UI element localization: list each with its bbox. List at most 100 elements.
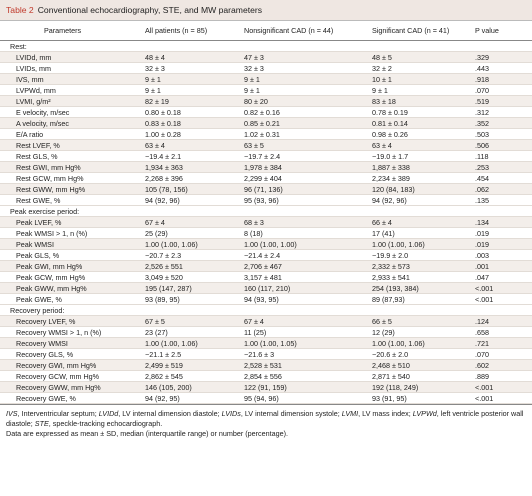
cell: Recovery LVEF, % xyxy=(16,316,76,326)
table-row: LVIDd, mm 48 ± 4 47 ± 3 48 ± 5 .329 xyxy=(0,52,532,63)
cell: .329 xyxy=(475,52,489,62)
cell: 17 (41) xyxy=(372,228,395,238)
cell: Recovery GWW, mm Hg% xyxy=(16,382,101,392)
cell: 3,157 ± 481 xyxy=(244,272,282,282)
cell: Rest GWE, % xyxy=(16,195,61,205)
cell: .918 xyxy=(475,74,489,84)
cell: .001 xyxy=(475,261,489,271)
cell: 32 ± 3 xyxy=(244,63,264,73)
cell: 63 ± 4 xyxy=(145,140,165,150)
cell: 67 ± 4 xyxy=(145,217,165,227)
abbr-term: IVS xyxy=(6,409,18,418)
cell: 63 ± 4 xyxy=(372,140,392,150)
table-row: Peak GWE, % 93 (89, 95) 94 (93, 95) 89 (87,… xyxy=(0,294,532,305)
cell: 94 (92, 96) xyxy=(372,195,407,205)
cell: <.001 xyxy=(475,283,494,293)
cell: 192 (118, 249) xyxy=(372,382,419,392)
table-row: LVIDs, mm 32 ± 3 32 ± 3 32 ± 2 .443 xyxy=(0,63,532,74)
cell: 94 (92, 95) xyxy=(145,393,180,403)
cell: .019 xyxy=(475,239,489,249)
cell: 2,332 ± 573 xyxy=(372,261,410,271)
cell: 0.85 ± 0.21 xyxy=(244,118,280,128)
cell: E/A ratio xyxy=(16,129,44,139)
cell: <.001 xyxy=(475,393,494,403)
cell: Peak GLS, % xyxy=(16,250,60,260)
cell: .352 xyxy=(475,118,489,128)
table-row: Recovery GCW, mm Hg% 2,862 ± 545 2,854 ± 5… xyxy=(0,371,532,382)
cell: .721 xyxy=(475,338,489,348)
table-row: Peak GLS, % −20.7 ± 2.3 −21.4 ± 2.4 −19.9 ±… xyxy=(0,250,532,261)
cell: .134 xyxy=(475,217,489,227)
cell: 47 ± 3 xyxy=(244,52,264,62)
cell: 0.98 ± 0.26 xyxy=(372,129,408,139)
footnotes: IVS, Interventricular septum; LVIDd, LV … xyxy=(0,404,532,439)
cell: 122 (91, 159) xyxy=(244,382,287,392)
table-row: Peak LVEF, % 67 ± 4 68 ± 3 66 ± 4 .134 xyxy=(0,217,532,228)
table-label: Table 2 xyxy=(6,5,34,15)
cell: .454 xyxy=(475,173,489,183)
cell: 32 ± 2 xyxy=(372,63,392,73)
table-header: Parameters All patients (n = 85) Nonsignif… xyxy=(0,21,532,41)
cell: LVIDs, mm xyxy=(16,63,52,73)
table-row: Peak GWW, mm Hg% 195 (147, 287) 160 (117, … xyxy=(0,283,532,294)
cell: 1.00 (1.00, 1.06) xyxy=(145,239,198,249)
cell: .070 xyxy=(475,85,489,95)
cell: −19.9 ± 2.0 xyxy=(372,250,409,260)
table-row: A velocity, m/sec 0.83 ± 0.18 0.85 ± 0.21 0… xyxy=(0,118,532,129)
cell: 93 (91, 95) xyxy=(372,393,407,403)
abbr-term: LVIDd xyxy=(98,409,119,418)
cell: Rest GWI, mm Hg% xyxy=(16,162,81,172)
column-header: Significant CAD (n = 41) xyxy=(372,26,450,35)
data-note: Data are expressed as mean ± SD, median … xyxy=(6,429,289,438)
cell: 94 (92, 96) xyxy=(145,195,180,205)
cell: −19.7 ± 2.4 xyxy=(244,151,281,161)
abbr-definition: , LV mass index; xyxy=(358,409,413,418)
cell: 9 ± 1 xyxy=(145,85,161,95)
cell: Rest LVEF, % xyxy=(16,140,60,150)
cell: 11 (25) xyxy=(244,327,267,337)
cell: 12 (29) xyxy=(372,327,395,337)
cell: Rest GLS, % xyxy=(16,151,58,161)
cell: 25 (29) xyxy=(145,228,168,238)
cell: −20.6 ± 2.0 xyxy=(372,349,409,359)
cell: 66 ± 5 xyxy=(372,316,392,326)
cell: .047 xyxy=(475,272,489,282)
cell: 8 (18) xyxy=(244,228,263,238)
abbr-definition: , speckle-tracking echocardiograph. xyxy=(48,419,163,428)
cell: 0.82 ± 0.16 xyxy=(244,107,280,117)
cell: 1.00 (1.00, 1.06) xyxy=(372,239,425,249)
column-header: P value xyxy=(475,26,499,35)
cell: 146 (105, 200) xyxy=(145,382,192,392)
cell: 2,706 ± 467 xyxy=(244,261,282,271)
cell: .443 xyxy=(475,63,489,73)
cell: 9 ± 1 xyxy=(372,85,388,95)
cell: 2,528 ± 531 xyxy=(244,360,282,370)
cell: Peak WMSI xyxy=(16,239,54,249)
cell: .506 xyxy=(475,140,489,150)
cell: .602 xyxy=(475,360,489,370)
abbr-definition: , LV internal dimension systole; xyxy=(240,409,342,418)
cell: .658 xyxy=(475,327,489,337)
cell: 1.00 (1.00, 1.00) xyxy=(244,239,297,249)
table-row: IVS, mm 9 ± 1 9 ± 1 10 ± 1 .918 xyxy=(0,74,532,85)
table-row: Peak WMSI 1.00 (1.00, 1.06) 1.00 (1.00, 1.… xyxy=(0,239,532,250)
cell: 95 (93, 96) xyxy=(244,195,279,205)
table-row: Rest GWI, mm Hg% 1,934 ± 363 1,978 ± 384 1,… xyxy=(0,162,532,173)
table-row: Recovery WMSI 1.00 (1.00, 1.06) 1.00 (1.00… xyxy=(0,338,532,349)
cell: 68 ± 3 xyxy=(244,217,264,227)
cell: LVMI, g/m² xyxy=(16,96,51,106)
section-title: Recovery period: xyxy=(10,305,65,315)
cell: 10 ± 1 xyxy=(372,74,392,84)
cell: 82 ± 19 xyxy=(145,96,169,106)
cell: 2,871 ± 540 xyxy=(372,371,410,381)
cell: E velocity, m/sec xyxy=(16,107,70,117)
cell: 0.81 ± 0.14 xyxy=(372,118,408,128)
cell: 2,499 ± 519 xyxy=(145,360,183,370)
cell: 160 (117, 210) xyxy=(244,283,291,293)
cell: Peak LVEF, % xyxy=(16,217,62,227)
cell: −19.4 ± 2.1 xyxy=(145,151,182,161)
cell: 93 (89, 95) xyxy=(145,294,180,304)
table-row: Rest GCW, mm Hg% 2,268 ± 396 2,299 ± 404 2,… xyxy=(0,173,532,184)
cell: 1.00 (1.00, 1.06) xyxy=(145,338,198,348)
